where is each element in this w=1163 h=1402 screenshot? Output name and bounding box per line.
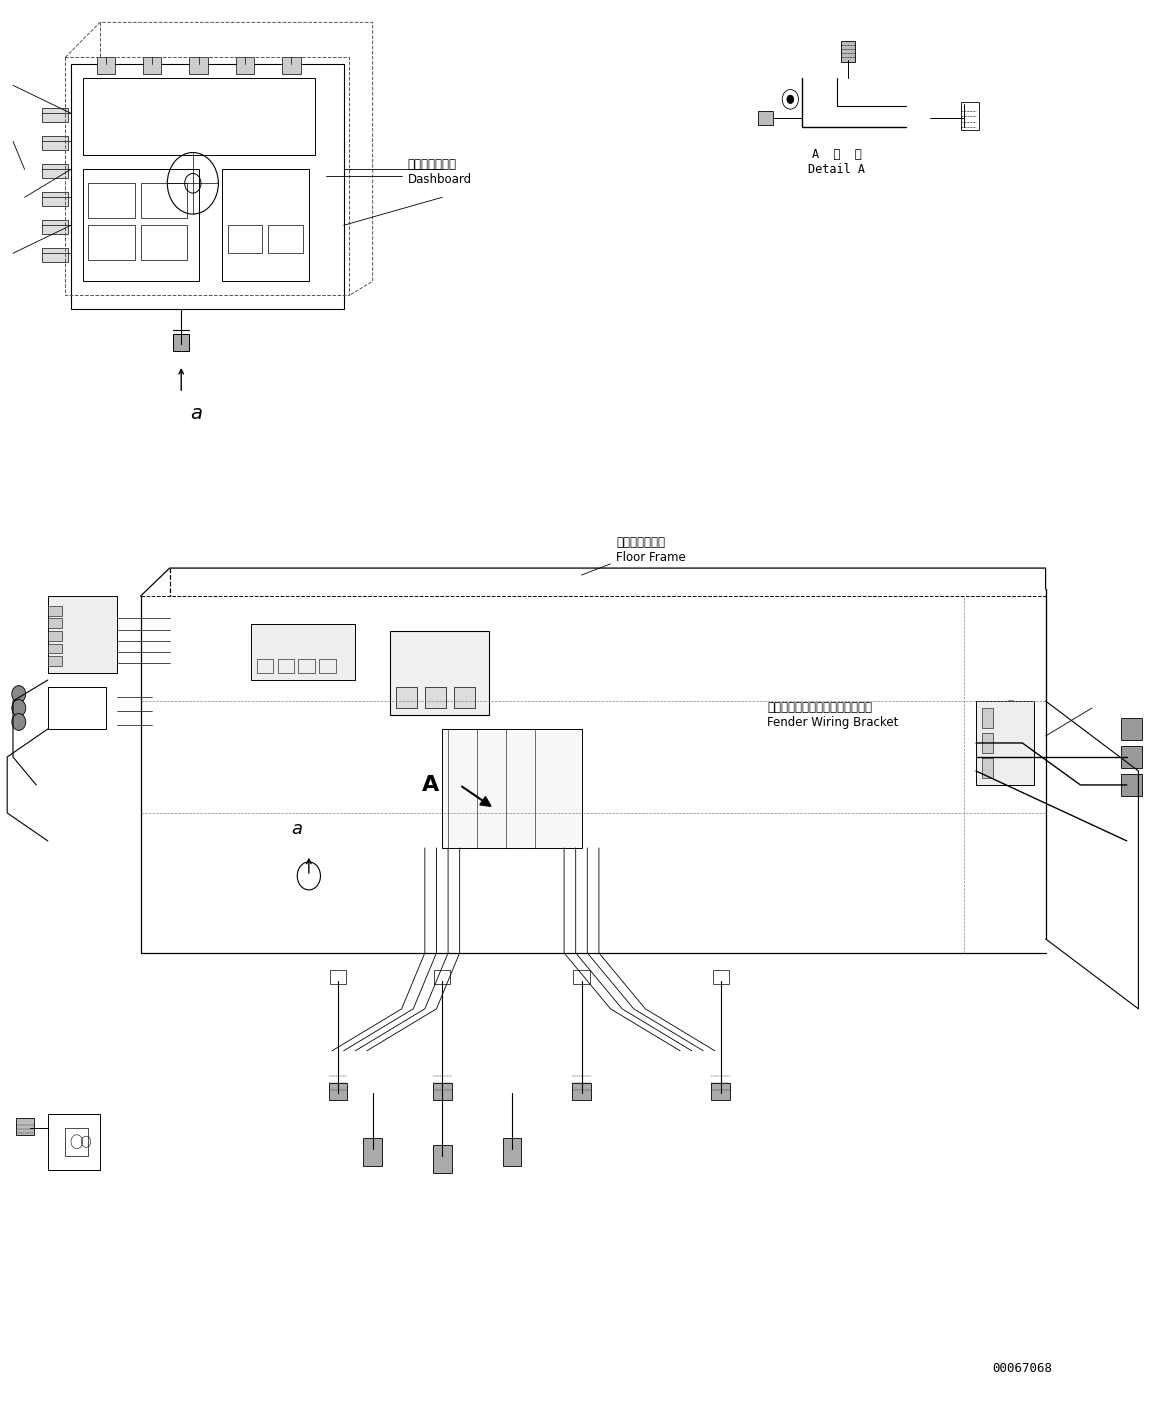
Bar bbox=[976, 701, 1034, 785]
Bar bbox=[841, 41, 855, 62]
Bar bbox=[88, 226, 135, 261]
Bar bbox=[71, 64, 343, 310]
Text: a: a bbox=[292, 820, 302, 838]
Bar bbox=[502, 1137, 521, 1165]
Bar bbox=[48, 596, 117, 673]
Bar bbox=[143, 57, 162, 74]
Bar bbox=[283, 57, 301, 74]
Circle shape bbox=[12, 714, 26, 730]
Bar bbox=[42, 136, 67, 150]
Text: a: a bbox=[191, 404, 202, 423]
Bar bbox=[190, 57, 208, 74]
Bar bbox=[88, 184, 135, 219]
Bar bbox=[434, 970, 450, 984]
Bar bbox=[65, 1127, 88, 1155]
Bar bbox=[363, 1137, 381, 1165]
Bar bbox=[236, 57, 255, 74]
Bar bbox=[228, 226, 263, 254]
Bar bbox=[424, 687, 445, 708]
Bar bbox=[442, 729, 582, 848]
Bar bbox=[982, 758, 993, 778]
Bar bbox=[269, 226, 304, 254]
Bar bbox=[390, 631, 488, 715]
Bar bbox=[173, 335, 190, 350]
Bar bbox=[712, 1082, 730, 1099]
Bar bbox=[433, 1082, 451, 1099]
Bar bbox=[42, 108, 67, 122]
Bar bbox=[278, 659, 294, 673]
Text: A  詳  細
Detail A: A 詳 細 Detail A bbox=[808, 149, 865, 177]
Text: フェンダワイヤリングブラケット
Fender Wiring Bracket: フェンダワイヤリングブラケット Fender Wiring Bracket bbox=[768, 701, 899, 729]
Bar bbox=[320, 659, 336, 673]
Circle shape bbox=[12, 686, 26, 702]
Text: 00067068: 00067068 bbox=[992, 1363, 1053, 1375]
Bar bbox=[961, 102, 979, 130]
Bar bbox=[982, 708, 993, 728]
Circle shape bbox=[12, 700, 26, 716]
Bar bbox=[251, 624, 355, 680]
Bar bbox=[48, 631, 62, 641]
Bar bbox=[299, 659, 315, 673]
Text: ダッシュボード
Dashboard: ダッシュボード Dashboard bbox=[407, 158, 471, 186]
Bar bbox=[48, 644, 62, 653]
Bar bbox=[48, 1113, 100, 1169]
Bar bbox=[42, 164, 67, 178]
Bar bbox=[42, 248, 67, 262]
Bar bbox=[97, 57, 115, 74]
Bar bbox=[222, 170, 309, 282]
Text: フロアフレーム
Floor Frame: フロアフレーム Floor Frame bbox=[616, 536, 686, 564]
Bar bbox=[1121, 718, 1142, 740]
Bar bbox=[48, 618, 62, 628]
Bar bbox=[42, 192, 67, 206]
Bar bbox=[572, 1082, 591, 1099]
Bar bbox=[330, 970, 345, 984]
Bar bbox=[758, 111, 773, 125]
Bar bbox=[454, 687, 475, 708]
Bar bbox=[1121, 774, 1142, 796]
Bar bbox=[573, 970, 590, 984]
Bar bbox=[48, 687, 106, 729]
Bar bbox=[982, 733, 993, 753]
Bar bbox=[83, 170, 199, 282]
Bar bbox=[1121, 746, 1142, 768]
Bar bbox=[16, 1117, 34, 1134]
Text: A: A bbox=[422, 775, 440, 795]
Bar bbox=[713, 970, 729, 984]
Bar bbox=[48, 606, 62, 615]
Bar bbox=[83, 79, 315, 156]
Bar bbox=[48, 656, 62, 666]
Circle shape bbox=[787, 95, 794, 104]
Bar bbox=[42, 220, 67, 234]
Bar bbox=[433, 1144, 451, 1172]
Bar bbox=[257, 659, 273, 673]
Bar bbox=[329, 1082, 347, 1099]
Bar bbox=[141, 184, 187, 219]
Bar bbox=[141, 226, 187, 261]
Bar bbox=[395, 687, 416, 708]
